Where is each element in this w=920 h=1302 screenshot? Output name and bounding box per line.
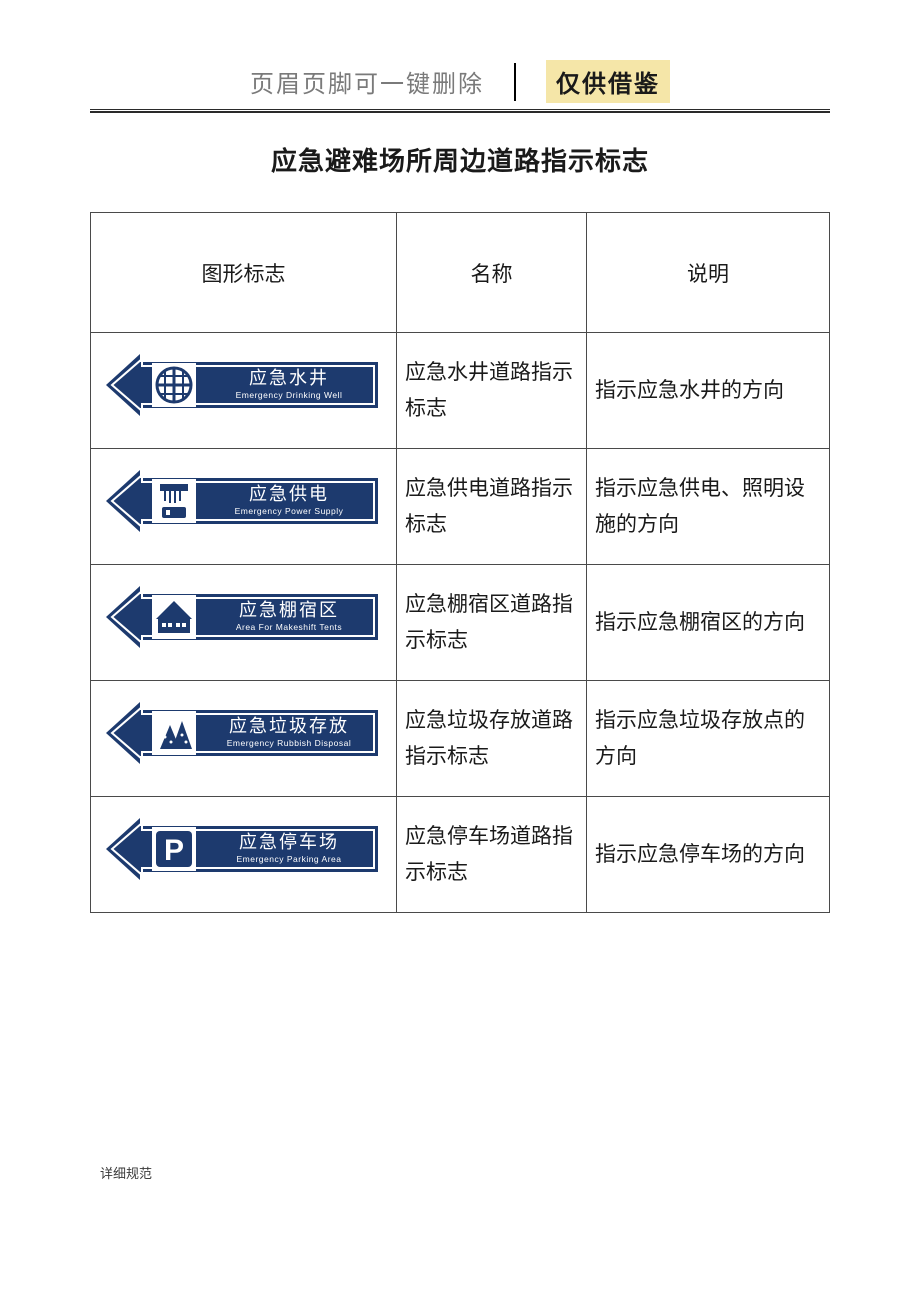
signs-table: 图形标志 名称 说明 应急水井 Emergency Drinking Well … bbox=[90, 212, 830, 913]
table-row: P 应急停车场 Emergency Parking Area 应急停车场道路指示… bbox=[91, 797, 830, 913]
svg-text:应急停车场: 应急停车场 bbox=[239, 832, 339, 852]
cell-sign: P 应急停车场 Emergency Parking Area bbox=[91, 797, 397, 913]
table-row: 应急水井 Emergency Drinking Well 应急水井道路指示标志指… bbox=[91, 333, 830, 449]
page-title: 应急避难场所周边道路指示标志 bbox=[90, 141, 830, 178]
well-sign-icon: 应急水井 Emergency Drinking Well bbox=[104, 348, 384, 422]
svg-text:Emergency Rubbish Disposal: Emergency Rubbish Disposal bbox=[226, 738, 351, 748]
cell-desc: 指示应急垃圾存放点的方向 bbox=[587, 681, 830, 797]
page-header: 页眉页脚可一键删除 仅供借鉴 bbox=[90, 60, 830, 103]
tents-sign-icon: 应急棚宿区 Area For Makeshift Tents bbox=[104, 580, 384, 654]
reference-only-badge: 仅供借鉴 bbox=[546, 60, 670, 103]
power-sign-icon: 应急供电 Emergency Power Supply bbox=[104, 464, 384, 538]
cell-sign: 应急供电 Emergency Power Supply bbox=[91, 449, 397, 565]
cell-desc: 指示应急水井的方向 bbox=[587, 333, 830, 449]
svg-text:Emergency Power Supply: Emergency Power Supply bbox=[234, 506, 343, 516]
header-rule-thin bbox=[90, 109, 830, 110]
svg-text:P: P bbox=[163, 834, 183, 867]
cell-name: 应急供电道路指示标志 bbox=[397, 449, 587, 565]
svg-text:应急水井: 应急水井 bbox=[249, 368, 329, 388]
cell-name: 应急垃圾存放道路指示标志 bbox=[397, 681, 587, 797]
header-divider bbox=[514, 63, 516, 101]
th-name: 名称 bbox=[397, 213, 587, 333]
table-row: 应急棚宿区 Area For Makeshift Tents 应急棚宿区道路指示… bbox=[91, 565, 830, 681]
rubbish-sign-icon: 应急垃圾存放 Emergency Rubbish Disposal bbox=[104, 696, 384, 770]
cell-sign: 应急棚宿区 Area For Makeshift Tents bbox=[91, 565, 397, 681]
svg-text:Emergency Drinking Well: Emergency Drinking Well bbox=[235, 390, 342, 400]
cell-name: 应急停车场道路指示标志 bbox=[397, 797, 587, 913]
cell-name: 应急棚宿区道路指示标志 bbox=[397, 565, 587, 681]
cell-desc: 指示应急供电、照明设施的方向 bbox=[587, 449, 830, 565]
svg-text:应急垃圾存放: 应急垃圾存放 bbox=[229, 716, 349, 736]
cell-name: 应急水井道路指示标志 bbox=[397, 333, 587, 449]
table-row: 应急供电 Emergency Power Supply 应急供电道路指示标志指示… bbox=[91, 449, 830, 565]
header-rule-thick bbox=[90, 111, 830, 113]
cell-desc: 指示应急停车场的方向 bbox=[587, 797, 830, 913]
svg-text:应急供电: 应急供电 bbox=[249, 484, 329, 504]
parking-sign-icon: P 应急停车场 Emergency Parking Area bbox=[104, 812, 384, 886]
svg-text:Emergency Parking Area: Emergency Parking Area bbox=[236, 854, 341, 864]
footer-note: 详细规范 bbox=[100, 1163, 152, 1182]
svg-text:Area For Makeshift Tents: Area For Makeshift Tents bbox=[235, 622, 341, 632]
header-hint-text: 页眉页脚可一键删除 bbox=[250, 64, 484, 99]
table-row: 应急垃圾存放 Emergency Rubbish Disposal 应急垃圾存放… bbox=[91, 681, 830, 797]
th-sign: 图形标志 bbox=[91, 213, 397, 333]
cell-desc: 指示应急棚宿区的方向 bbox=[587, 565, 830, 681]
cell-sign: 应急水井 Emergency Drinking Well bbox=[91, 333, 397, 449]
cell-sign: 应急垃圾存放 Emergency Rubbish Disposal bbox=[91, 681, 397, 797]
svg-text:应急棚宿区: 应急棚宿区 bbox=[239, 600, 339, 620]
th-desc: 说明 bbox=[587, 213, 830, 333]
table-header-row: 图形标志 名称 说明 bbox=[91, 213, 830, 333]
